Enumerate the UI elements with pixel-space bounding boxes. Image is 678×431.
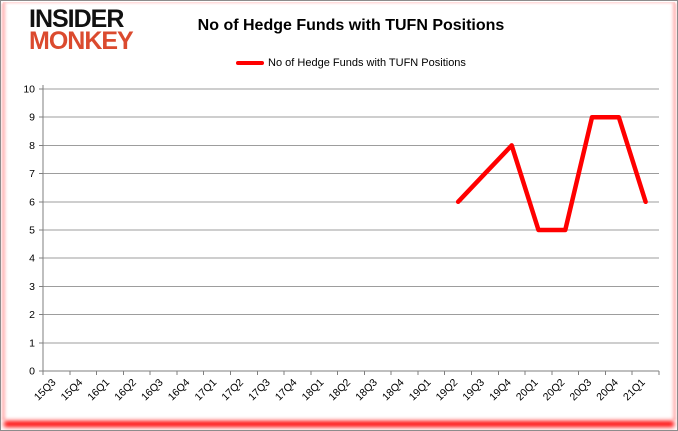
y-tick-label: 9 (29, 112, 35, 124)
y-tick-label: 4 (29, 253, 35, 265)
x-tick-label: 16Q3 (139, 377, 166, 404)
x-tick-label: 21Q1 (621, 377, 648, 404)
y-tick-label: 8 (29, 140, 35, 152)
data-line (455, 114, 648, 233)
legend: No of Hedge Funds with TUFN Positions (1, 57, 677, 69)
y-tick-label: 0 (29, 366, 35, 378)
insider-monkey-logo: INSIDER MONKEY (29, 5, 134, 55)
x-tick-label: 20Q4 (594, 377, 621, 404)
x-tick-label: 17Q4 (273, 377, 300, 404)
x-tick-label: 18Q3 (353, 377, 380, 404)
x-tick-label: 16Q2 (112, 377, 139, 404)
y-tick-label: 10 (23, 84, 35, 96)
x-tick-label: 19Q2 (434, 377, 461, 404)
x-tick-label: 17Q3 (246, 377, 273, 404)
x-tick-label: 20Q2 (541, 377, 568, 404)
x-tick-label: 19Q4 (487, 377, 514, 404)
line-chart-svg: 0 1 2 3 4 5 6 7 8 9 10 15Q3 15Q4 16Q1 16Q2 16Q3 16Q4 17Q1… (23, 84, 660, 404)
logo-text-monkey: MONKEY (29, 26, 134, 55)
x-tick-label: 16Q4 (166, 377, 193, 404)
x-tick-label: 18Q2 (326, 377, 353, 404)
y-tick-label: 2 (29, 309, 35, 321)
x-tick-label: 18Q4 (380, 377, 407, 404)
plot-area: 0 1 2 3 4 5 6 7 8 9 10 15Q3 15Q4 16Q1 16Q2 16Q3 16Q4 17Q1… (1, 81, 677, 421)
x-tick-label: 17Q1 (193, 377, 220, 404)
y-tick-label: 7 (29, 168, 35, 180)
logo-text-insider: INSIDER (29, 5, 124, 33)
legend-label: No of Hedge Funds with TUFN Positions (268, 57, 466, 69)
x-tick-label: 19Q1 (407, 377, 434, 404)
x-tick-label: 20Q3 (568, 377, 595, 404)
y-tick-label: 5 (29, 225, 35, 237)
red-glow-bottom (4, 421, 674, 427)
x-tick-label: 18Q1 (300, 377, 327, 404)
x-tick-label: 16Q1 (85, 377, 112, 404)
y-tick-label: 3 (29, 281, 35, 293)
legend-line-swatch (236, 60, 265, 66)
x-tick-label: 20Q1 (514, 377, 541, 404)
chart-title: No of Hedge Funds with TUFN Positions (197, 17, 505, 34)
x-tick-label: 15Q4 (59, 377, 86, 404)
x-tick-label: 15Q3 (32, 377, 59, 404)
x-tick-label: 17Q2 (219, 377, 246, 404)
y-tick-label: 1 (29, 337, 35, 349)
y-tick-label: 6 (29, 196, 35, 208)
x-tick-label: 19Q3 (460, 377, 487, 404)
